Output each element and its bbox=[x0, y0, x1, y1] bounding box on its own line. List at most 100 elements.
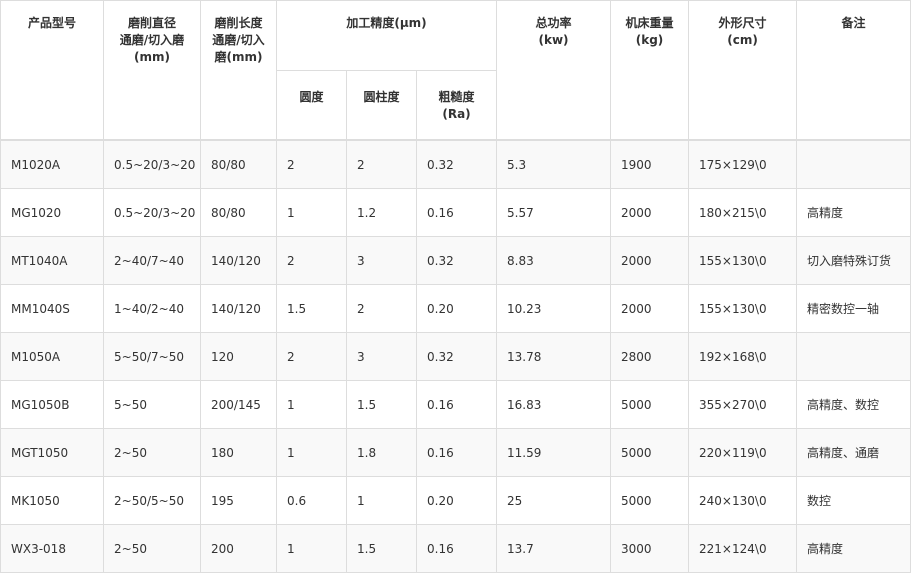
cell-roundness: 0.6 bbox=[276, 476, 347, 525]
header-label: 加工精度(μm) bbox=[346, 16, 427, 30]
cell-roundness: 1.5 bbox=[276, 284, 347, 333]
cell-power: 16.83 bbox=[496, 380, 612, 429]
header-label: 外形尺寸 bbox=[718, 16, 767, 30]
cell-roughness: 0.20 bbox=[415, 284, 498, 333]
cell-dimensions: 155×130\0 bbox=[688, 236, 798, 285]
cell-model: MK1050 bbox=[0, 476, 104, 525]
table-row: MT1040A 2~40/7~40 140/120 2 3 0.32 8.83 2000 155… bbox=[0, 236, 911, 285]
cell-model: MG1050B bbox=[0, 380, 104, 429]
cell-length: 140/120 bbox=[200, 236, 277, 285]
cell-power: 8.83 bbox=[496, 236, 612, 285]
cell-weight: 3000 bbox=[610, 524, 690, 573]
header-label: 圆度 bbox=[299, 90, 324, 104]
cell-cylindricity: 1.5 bbox=[346, 524, 417, 573]
cell-roundness: 1 bbox=[276, 524, 347, 573]
table-header: 产品型号 磨削直径 通磨/切入磨 (mm) 磨削长度 通磨/切入 磨(mm) 加工精度(… bbox=[0, 0, 911, 141]
cell-model: M1050A bbox=[0, 332, 104, 381]
table-row: MG1020 0.5~20/3~20 80/80 1 1.2 0.16 5.57 2000 18… bbox=[0, 188, 911, 237]
cell-notes: 高精度、数控 bbox=[796, 380, 911, 429]
cell-notes: 数控 bbox=[796, 476, 911, 525]
cell-roughness: 0.16 bbox=[415, 380, 498, 429]
cell-weight: 5000 bbox=[610, 380, 690, 429]
cell-power: 13.7 bbox=[496, 524, 612, 573]
cell-roundness: 2 bbox=[276, 139, 347, 189]
cell-dimensions: 220×119\0 bbox=[688, 428, 798, 477]
header-label: 磨削直径 bbox=[127, 16, 176, 30]
cell-notes: 高精度 bbox=[796, 188, 911, 237]
cell-length: 200/145 bbox=[200, 380, 277, 429]
header-model: 产品型号 bbox=[0, 0, 104, 141]
cell-diameter: 2~40/7~40 bbox=[103, 236, 201, 285]
cell-length: 180 bbox=[200, 428, 277, 477]
header-roughness: 粗糙度 (Ra) bbox=[415, 70, 498, 141]
cell-length: 200 bbox=[200, 524, 277, 573]
cell-length: 80/80 bbox=[200, 188, 277, 237]
table-row: MG1050B 5~50 200/145 1 1.5 0.16 16.83 5000 355×2… bbox=[0, 380, 911, 429]
cell-length: 195 bbox=[200, 476, 277, 525]
cell-roundness: 1 bbox=[276, 380, 347, 429]
header-label: 磨(mm) bbox=[214, 50, 263, 64]
header-dimensions: 外形尺寸 (cm) bbox=[688, 0, 798, 141]
cell-cylindricity: 1.5 bbox=[346, 380, 417, 429]
cell-roughness: 0.32 bbox=[415, 332, 498, 381]
cell-dimensions: 355×270\0 bbox=[688, 380, 798, 429]
header-power: 总功率 (kw) bbox=[496, 0, 612, 141]
cell-roundness: 2 bbox=[276, 236, 347, 285]
table-row: MGT1050 2~50 180 1 1.8 0.16 11.59 5000 220×119\0… bbox=[0, 428, 911, 477]
table-row: M1020A 0.5~20/3~20 80/80 2 2 0.32 5.3 1900 175×1… bbox=[0, 139, 911, 189]
cell-notes bbox=[796, 332, 911, 381]
cell-notes: 切入磨特殊订货 bbox=[796, 236, 911, 285]
cell-roundness: 1 bbox=[276, 428, 347, 477]
cell-power: 10.23 bbox=[496, 284, 612, 333]
table-row: MK1050 2~50/5~50 195 0.6 1 0.20 25 5000 240×130\… bbox=[0, 476, 911, 525]
cell-roundness: 1 bbox=[276, 188, 347, 237]
cell-diameter: 2~50 bbox=[103, 524, 201, 573]
cell-weight: 1900 bbox=[610, 139, 690, 189]
header-label: (Ra) bbox=[442, 107, 471, 121]
header-roundness: 圆度 bbox=[276, 70, 347, 141]
cell-length: 120 bbox=[200, 332, 277, 381]
table-row: WX3-018 2~50 200 1 1.5 0.16 13.7 3000 221×124\0 高… bbox=[0, 524, 911, 573]
cell-dimensions: 180×215\0 bbox=[688, 188, 798, 237]
cell-model: M1020A bbox=[0, 139, 104, 189]
cell-model: MT1040A bbox=[0, 236, 104, 285]
cell-power: 5.3 bbox=[496, 139, 612, 189]
cell-weight: 2000 bbox=[610, 284, 690, 333]
cell-notes: 精密数控一轴 bbox=[796, 284, 911, 333]
cell-notes: 高精度 bbox=[796, 524, 911, 573]
cell-roughness: 0.32 bbox=[415, 139, 498, 189]
cell-dimensions: 155×130\0 bbox=[688, 284, 798, 333]
header-label: (kw) bbox=[538, 33, 569, 47]
cell-roughness: 0.32 bbox=[415, 236, 498, 285]
table-body: M1020A 0.5~20/3~20 80/80 2 2 0.32 5.3 1900 175×1… bbox=[0, 139, 911, 573]
header-cylindricity: 圆柱度 bbox=[346, 70, 417, 141]
cell-dimensions: 221×124\0 bbox=[688, 524, 798, 573]
cell-cylindricity: 1 bbox=[346, 476, 417, 525]
cell-cylindricity: 2 bbox=[346, 284, 417, 333]
cell-diameter: 0.5~20/3~20 bbox=[103, 188, 201, 237]
cell-diameter: 5~50 bbox=[103, 380, 201, 429]
cell-weight: 2000 bbox=[610, 188, 690, 237]
cell-dimensions: 192×168\0 bbox=[688, 332, 798, 381]
header-label: 总功率 bbox=[535, 16, 572, 30]
cell-cylindricity: 1.2 bbox=[346, 188, 417, 237]
header-label: 机床重量 bbox=[625, 16, 674, 30]
cell-weight: 2800 bbox=[610, 332, 690, 381]
cell-cylindricity: 1.8 bbox=[346, 428, 417, 477]
header-label: 备注 bbox=[841, 16, 866, 30]
cell-dimensions: 240×130\0 bbox=[688, 476, 798, 525]
header-label: (cm) bbox=[727, 33, 758, 47]
header-model-label: 产品型号 bbox=[27, 16, 76, 30]
header-weight: 机床重量 (kg) bbox=[610, 0, 690, 141]
cell-power: 11.59 bbox=[496, 428, 612, 477]
header-label: 通磨/切入 bbox=[212, 33, 265, 47]
cell-model: MGT1050 bbox=[0, 428, 104, 477]
header-length: 磨削长度 通磨/切入 磨(mm) bbox=[200, 0, 277, 141]
header-label: 粗糙度 bbox=[438, 90, 475, 104]
header-label: (kg) bbox=[635, 33, 664, 47]
table-row: M1050A 5~50/7~50 120 2 3 0.32 13.78 2800 192×168… bbox=[0, 332, 911, 381]
cell-roughness: 0.16 bbox=[415, 524, 498, 573]
header-diameter: 磨削直径 通磨/切入磨 (mm) bbox=[103, 0, 201, 141]
header-label: (mm) bbox=[134, 50, 170, 64]
